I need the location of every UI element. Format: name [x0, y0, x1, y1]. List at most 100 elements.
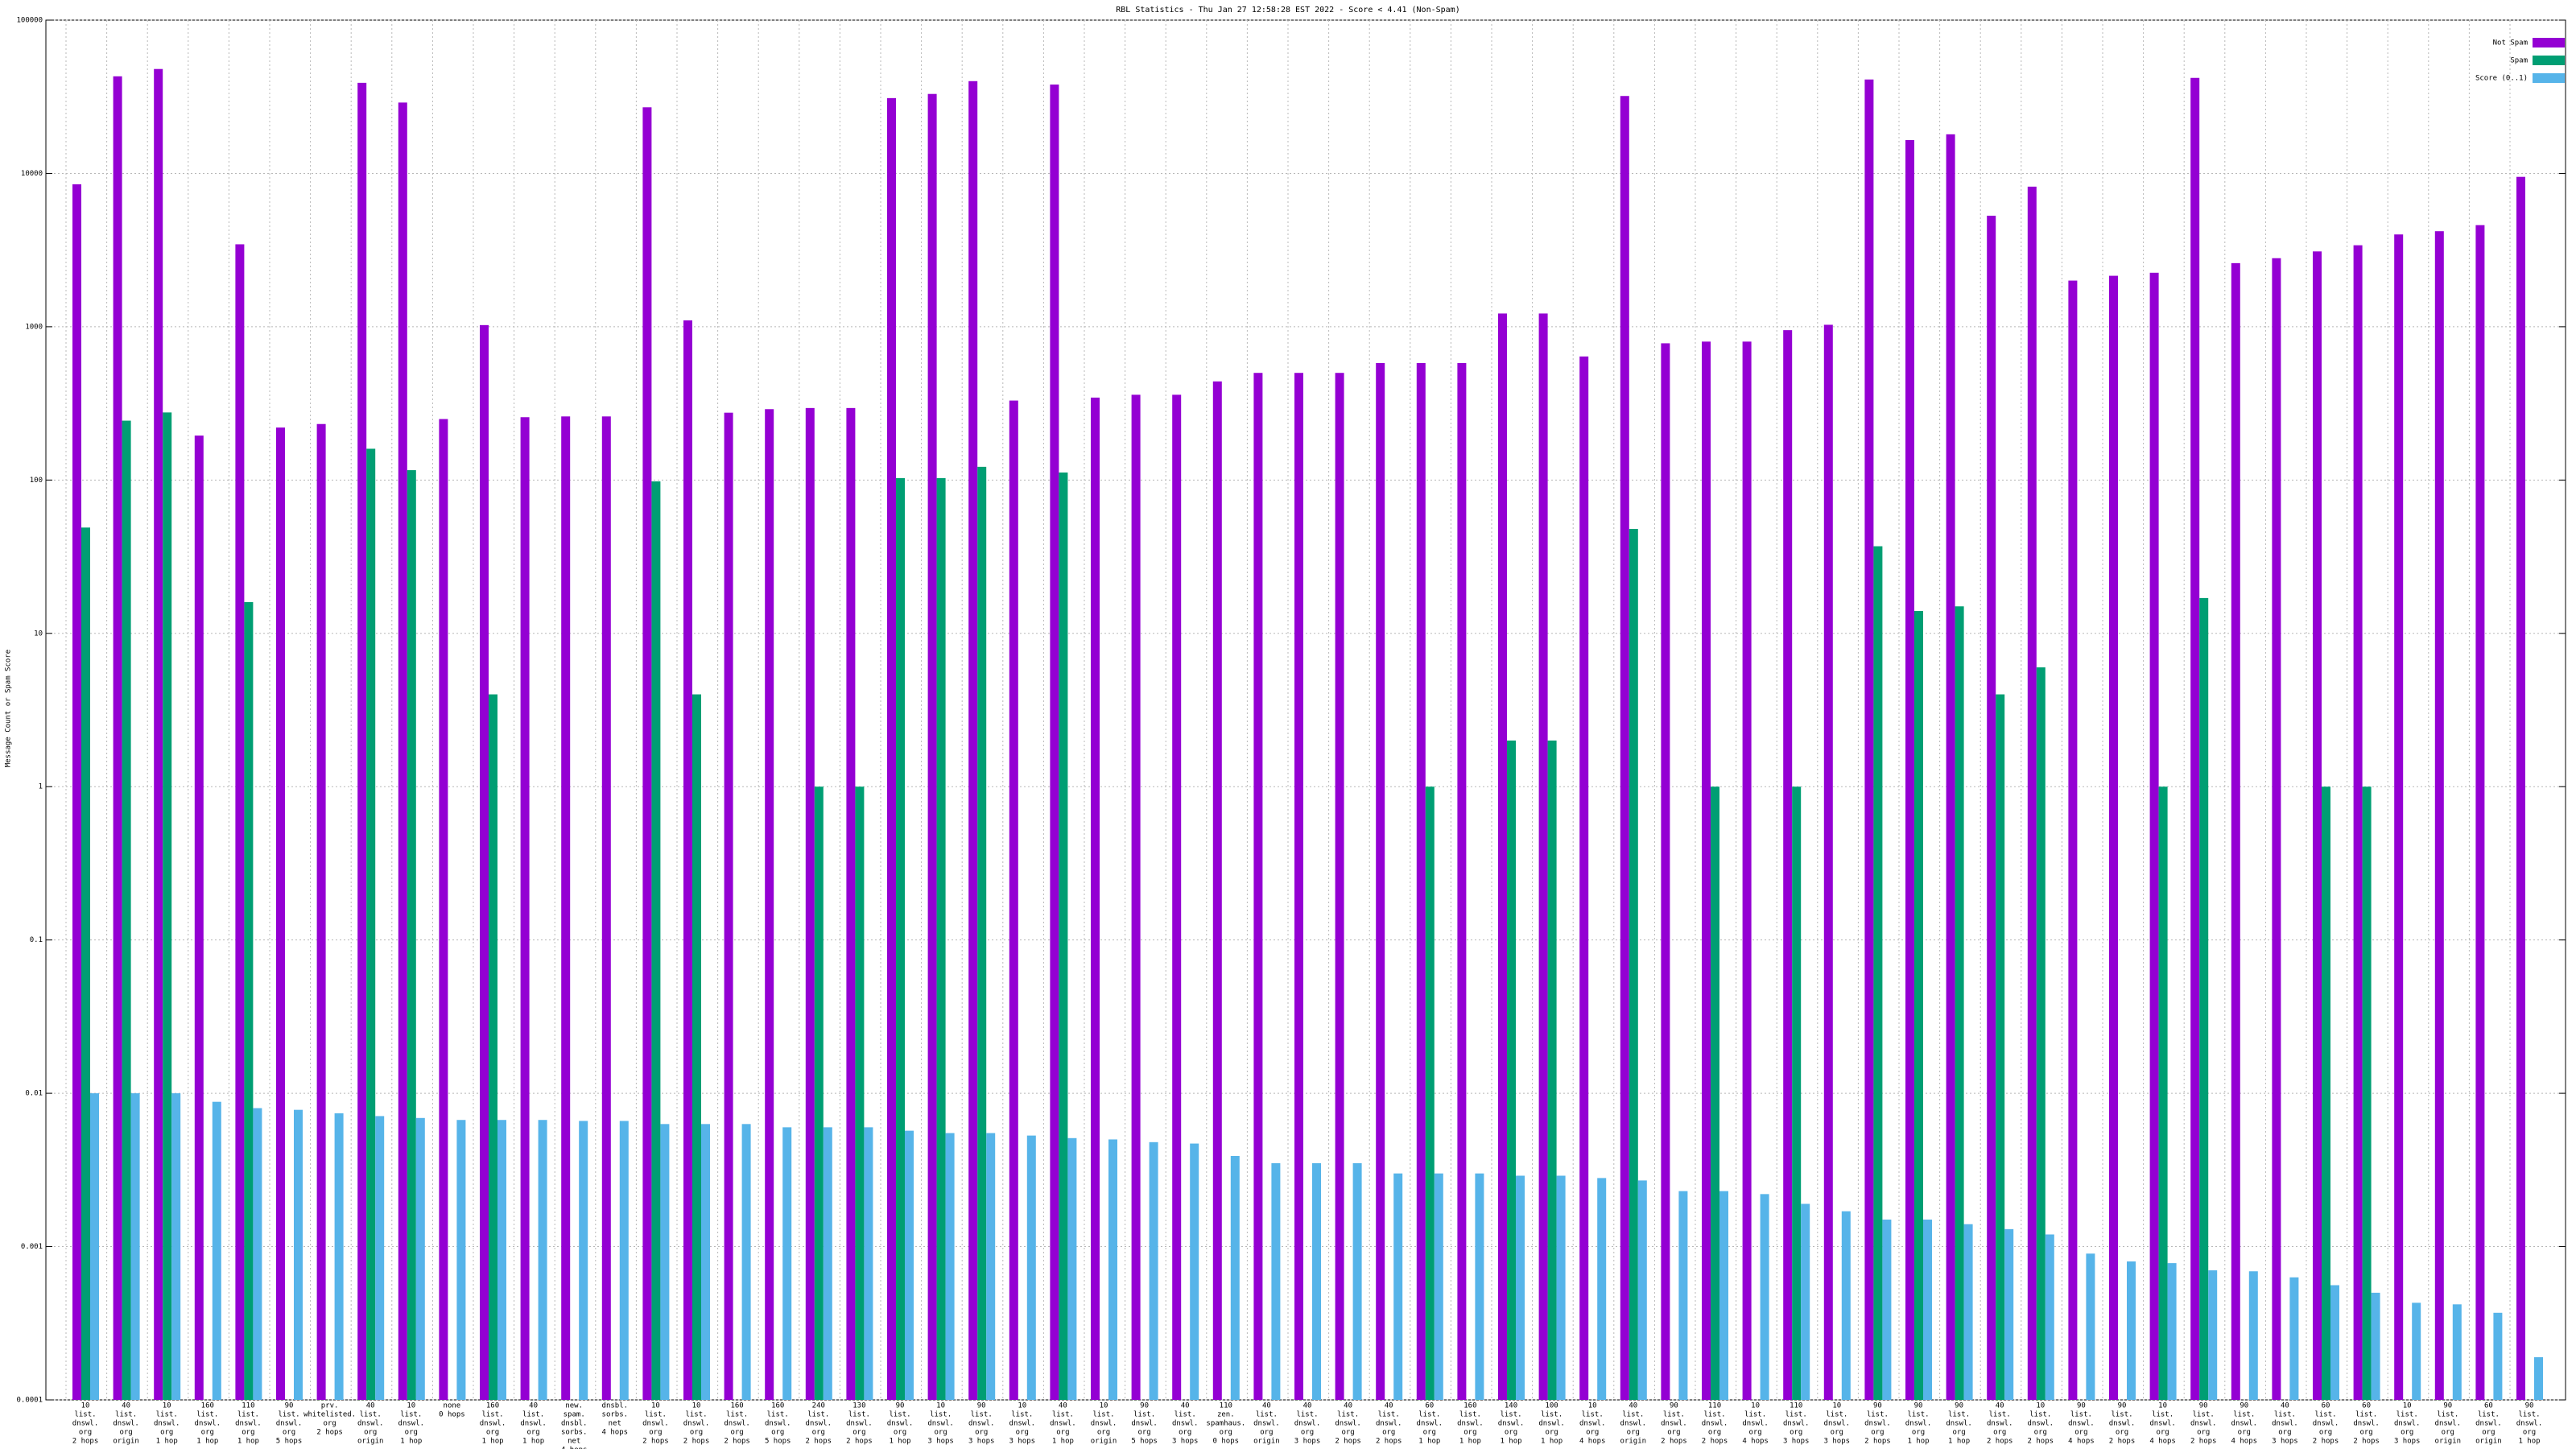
bar: [741, 1124, 751, 1400]
x-tick-label: list.: [237, 1411, 259, 1419]
bar: [805, 407, 815, 1400]
x-tick-label: 2 hops: [2313, 1438, 2339, 1446]
bar: [1516, 1175, 1525, 1400]
x-tick-label: dnswl.: [480, 1420, 506, 1428]
x-tick-label: list.: [2355, 1411, 2377, 1419]
x-tick-label: list.: [1337, 1411, 1359, 1419]
x-tick-label: sorbs.: [561, 1429, 588, 1437]
bar: [122, 420, 131, 1400]
x-tick-label: list.: [767, 1411, 789, 1419]
x-tick-label: org: [1831, 1429, 1843, 1437]
x-tick-label: 2 hops: [1376, 1438, 1402, 1446]
x-tick-label: 5 hops: [1131, 1438, 1158, 1446]
x-tick-label: org: [1220, 1429, 1232, 1437]
x-tick-label: 0 hops: [439, 1411, 465, 1419]
bar: [1230, 1155, 1240, 1400]
x-tick-label: list.: [1948, 1411, 1970, 1419]
x-tick-label: list.: [1541, 1411, 1563, 1419]
bar: [2322, 786, 2330, 1400]
bar: [1376, 362, 1385, 1400]
x-tick-label: 10: [1100, 1402, 1108, 1410]
x-tick-label: dnswl.: [765, 1420, 791, 1428]
bar: [154, 68, 163, 1401]
x-tick-label: org: [242, 1429, 254, 1437]
bar: [1434, 1173, 1443, 1400]
x-tick-label: 2 hops: [2028, 1438, 2054, 1446]
x-tick-label: org: [690, 1429, 703, 1437]
bar: [2493, 1312, 2503, 1400]
x-tick-label: org: [1667, 1429, 1680, 1437]
x-tick-label: 240: [812, 1402, 825, 1410]
bar: [927, 93, 937, 1401]
x-tick-label: 3 hops: [2272, 1438, 2298, 1446]
bar: [601, 416, 611, 1400]
bar: [1783, 330, 1793, 1400]
x-tick-label: org: [1341, 1429, 1354, 1437]
x-tick-label: list.: [115, 1411, 137, 1419]
x-tick-label: 90: [1670, 1402, 1678, 1410]
x-tick-label: 90: [1873, 1402, 1882, 1410]
x-tick-label: list.: [1907, 1411, 1929, 1419]
bar: [561, 416, 571, 1400]
x-tick-label: org: [323, 1420, 336, 1428]
x-tick-label: list.: [156, 1411, 178, 1419]
legend-swatch: [2533, 38, 2565, 47]
x-tick-label: dnswl.: [683, 1420, 710, 1428]
x-tick-label: 4 hops: [2068, 1438, 2095, 1446]
bar: [1597, 1178, 1607, 1400]
x-tick-label: 40: [1262, 1402, 1271, 1410]
x-tick-label: dnswl.: [113, 1420, 139, 1428]
bar: [1457, 362, 1467, 1400]
bar: [1393, 1173, 1403, 1400]
x-tick-label: org: [2482, 1429, 2495, 1437]
x-tick-label: 40: [1385, 1402, 1393, 1410]
bar: [72, 184, 81, 1400]
x-tick-label: org: [1137, 1429, 1150, 1437]
bar: [538, 1120, 547, 1400]
x-tick-label: list.: [1011, 1411, 1033, 1419]
bar: [2199, 597, 2209, 1400]
x-tick-label: dnswl.: [1538, 1420, 1565, 1428]
x-tick-label: 60: [2322, 1402, 2330, 1410]
x-tick-label: org: [1097, 1429, 1110, 1437]
bar: [81, 527, 90, 1400]
bar: [1841, 1211, 1851, 1400]
bar: [1882, 1220, 1892, 1400]
x-tick-label: 0 hops: [1213, 1438, 1240, 1446]
bar: [1556, 1175, 1566, 1400]
x-tick-label: org: [2034, 1429, 2047, 1437]
bar: [945, 1133, 955, 1400]
bar: [1547, 740, 1557, 1400]
x-tick-label: dnswl.: [1742, 1420, 1769, 1428]
x-tick-label: org: [119, 1429, 132, 1437]
bar: [1253, 373, 1263, 1400]
bar: [90, 1093, 99, 1400]
bar: [1475, 1173, 1484, 1400]
x-tick-label: dnswl.: [2516, 1420, 2543, 1428]
x-tick-label: org: [2442, 1429, 2454, 1437]
bar: [398, 102, 407, 1401]
bar: [1914, 610, 1923, 1400]
bar: [1801, 1203, 1810, 1400]
x-tick-label: dnswl.: [1498, 1420, 1525, 1428]
x-tick-label: org: [79, 1429, 92, 1437]
x-tick-label: dnswl.: [1253, 1420, 1280, 1428]
bar: [1507, 740, 1516, 1400]
x-tick-label: dnswl.: [2068, 1420, 2095, 1428]
bar: [2086, 1253, 2095, 1400]
x-tick-label: dnswl.: [357, 1420, 384, 1428]
x-tick-label: org: [1016, 1429, 1029, 1437]
bar: [2394, 234, 2404, 1400]
x-tick-label: spamhaus.: [1206, 1420, 1245, 1428]
x-tick-label: dnswl.: [1172, 1420, 1199, 1428]
bar: [1271, 1162, 1281, 1400]
x-tick-label: dnswl.: [968, 1420, 995, 1428]
x-tick-label: net: [568, 1438, 580, 1446]
x-tick-label: dnswl.: [2231, 1420, 2258, 1428]
bar: [1312, 1162, 1321, 1400]
bar: [814, 786, 824, 1400]
x-tick-label: 10: [2158, 1402, 2167, 1410]
bar: [905, 1130, 914, 1400]
x-tick-label: 4 hops: [1742, 1438, 1769, 1446]
bar: [1987, 215, 1996, 1400]
